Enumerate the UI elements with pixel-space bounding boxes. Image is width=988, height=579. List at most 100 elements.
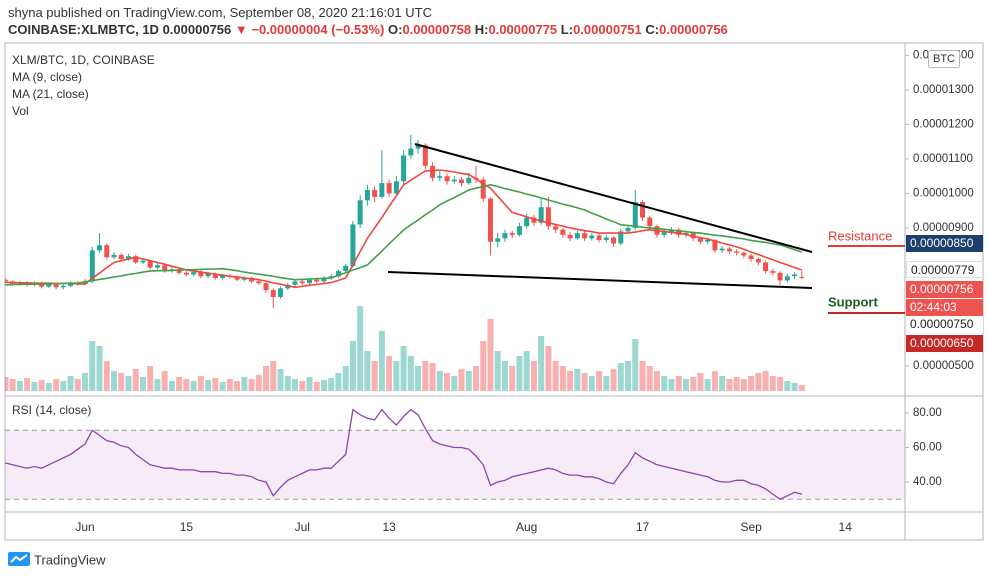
candle-body xyxy=(487,198,493,242)
volume-bar xyxy=(654,371,660,391)
candle-body xyxy=(306,279,312,284)
ohlc-label: O: xyxy=(388,22,403,37)
candle-body xyxy=(741,252,747,256)
volume-bar xyxy=(320,380,327,391)
candle-body xyxy=(393,181,399,194)
change: ▼ −0.00000004 (−0.53%) xyxy=(234,22,385,37)
candle-body xyxy=(133,256,139,263)
volume-bar xyxy=(263,366,270,391)
resistance-trendline xyxy=(414,143,813,253)
y-tick-label: 0.00001100 xyxy=(913,153,973,165)
candle-body xyxy=(68,283,74,286)
volume-bar xyxy=(458,369,465,391)
candle-body xyxy=(321,277,327,282)
currency-button[interactable]: BTC xyxy=(928,50,960,68)
volume-bar xyxy=(473,366,479,391)
candle-body xyxy=(495,238,501,242)
candle-body xyxy=(444,176,450,182)
brand: TradingView xyxy=(34,552,106,567)
volume-bar xyxy=(190,381,197,391)
volume-bar xyxy=(255,375,262,391)
candle-body xyxy=(784,276,790,281)
volume-bar xyxy=(791,383,798,391)
volume-bar xyxy=(711,371,718,391)
candle-body xyxy=(212,273,218,278)
candle-body xyxy=(792,274,798,277)
volume-bar xyxy=(9,379,16,391)
x-tick-label: Jul xyxy=(295,520,310,534)
volume-bar xyxy=(646,366,653,391)
volume-bar xyxy=(393,361,400,391)
volume-bar xyxy=(719,376,726,391)
volume-bar xyxy=(639,361,646,391)
legend-entry: Vol xyxy=(12,104,29,118)
volume-bar xyxy=(132,369,139,391)
candle-body xyxy=(314,279,320,282)
candle-body xyxy=(5,279,8,282)
volume-bar xyxy=(530,361,537,391)
volume-bar xyxy=(523,351,530,391)
logo-icon xyxy=(8,552,30,566)
x-tick-label: 13 xyxy=(382,520,396,534)
volume-bar xyxy=(357,306,364,391)
candle-body xyxy=(719,248,725,251)
support-label: Support xyxy=(828,294,878,309)
volume-bar xyxy=(147,366,154,391)
volume-bar xyxy=(248,379,255,391)
level-badge: 0.00000750 xyxy=(906,316,983,333)
candle-body xyxy=(278,288,284,297)
volume-bar xyxy=(299,381,306,391)
ma-line xyxy=(5,169,803,289)
volume-bar xyxy=(588,376,595,391)
candle-body xyxy=(545,207,551,227)
x-tick-label: Jun xyxy=(75,520,94,534)
volume-bar xyxy=(740,379,747,391)
volume-bar xyxy=(465,371,472,391)
volume-bar xyxy=(415,366,422,391)
candle-body xyxy=(538,207,544,223)
legend-title: XLM/BTC, 1D, COINBASE xyxy=(12,53,155,67)
volume-bar xyxy=(632,339,639,391)
x-tick-label: Sep xyxy=(740,520,762,534)
volume-bar xyxy=(96,346,103,391)
candle-body xyxy=(263,283,269,291)
y-tick-label: 60.00 xyxy=(913,442,942,454)
volume-bar xyxy=(567,371,574,391)
rsi-pane xyxy=(5,408,905,500)
volume-bar xyxy=(335,373,342,391)
volume-bar xyxy=(574,369,581,391)
y-tick-label: 0.00000500 xyxy=(913,360,974,372)
volume-bar xyxy=(139,377,146,391)
candle-body xyxy=(748,255,754,260)
candle-body xyxy=(379,183,385,197)
candle-body xyxy=(799,276,805,278)
candle-body xyxy=(328,276,334,278)
candle-body xyxy=(524,217,530,227)
candle-body xyxy=(234,276,240,280)
x-tick-label: 17 xyxy=(636,520,650,534)
volume-bar xyxy=(111,371,117,391)
volume-bar xyxy=(328,378,335,391)
frame xyxy=(4,42,984,541)
candle-body xyxy=(668,229,674,233)
volume-bar xyxy=(487,319,494,391)
candle-body xyxy=(386,183,392,194)
candle-body xyxy=(567,234,573,239)
volume-bar xyxy=(183,379,190,391)
y-tick-label: 0.00001300 xyxy=(913,84,974,96)
volume-bar xyxy=(545,346,552,391)
volume-bar xyxy=(422,361,429,391)
candle-body xyxy=(755,259,761,263)
candle-body xyxy=(422,145,428,166)
resistance-badge: 0.00000850 xyxy=(906,235,983,252)
volume-bar xyxy=(277,369,284,391)
x-tick-label: 15 xyxy=(180,520,194,534)
x-tick-label: 14 xyxy=(839,520,853,534)
candle-body xyxy=(154,265,160,268)
candle-body xyxy=(712,240,718,251)
candle-body xyxy=(603,237,609,241)
candle-body xyxy=(430,165,436,178)
volume-bar xyxy=(234,381,241,391)
volume-bar xyxy=(284,376,291,391)
